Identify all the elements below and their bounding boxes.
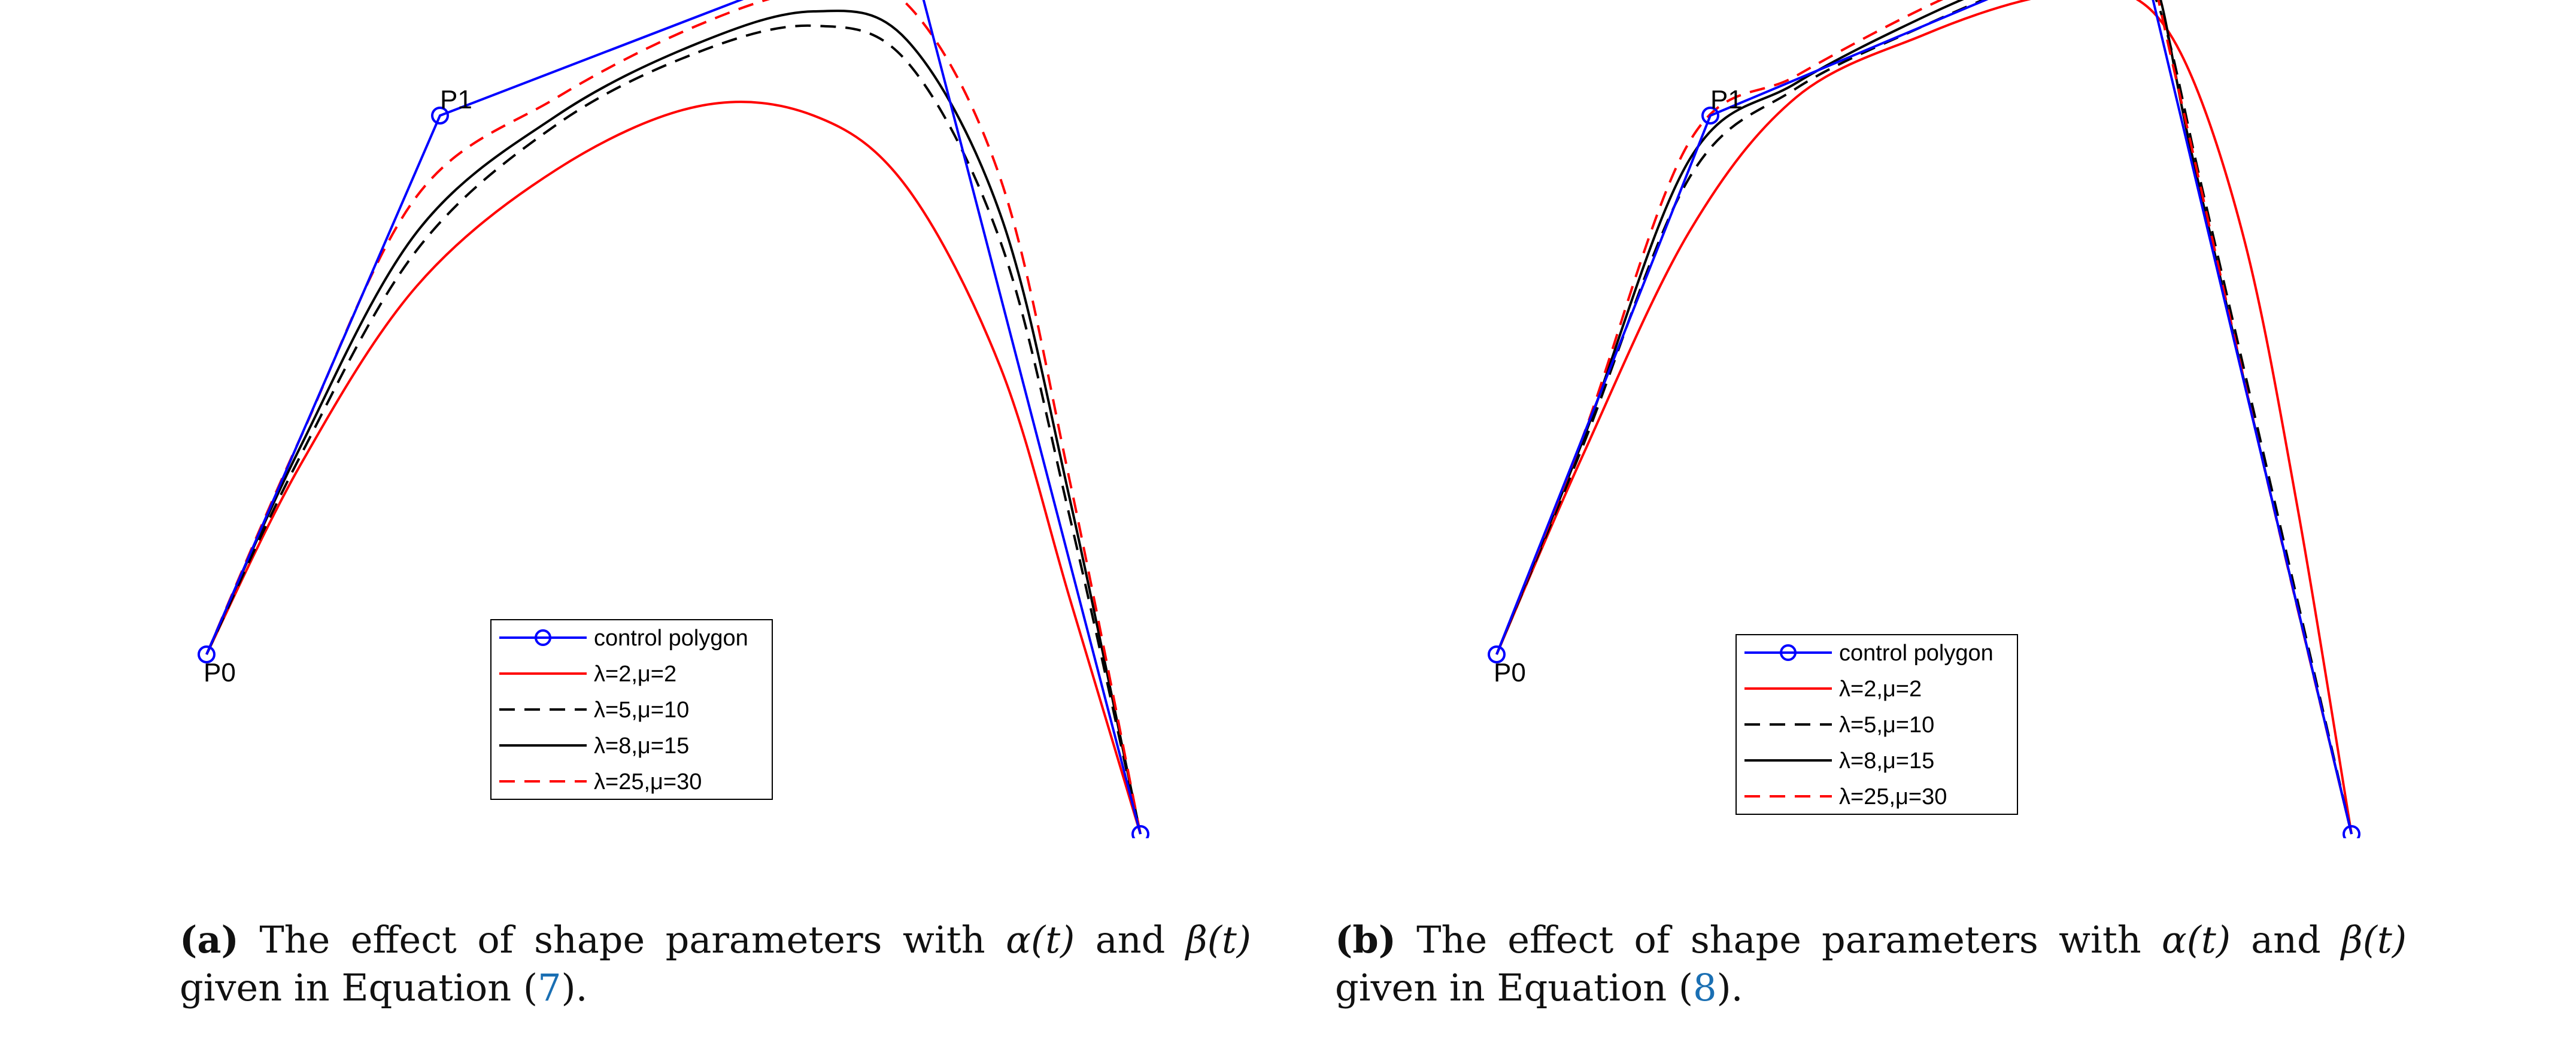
legend-marker [1780,644,1797,661]
legend-marker [535,629,551,646]
control-point-label: P0 [204,658,236,687]
control-point-label: P1 [440,85,472,114]
caption-a-beta: β(t) [1185,918,1251,962]
control-polygon-a [205,0,1142,835]
caption-b-equation-ref[interactable]: 8 [1693,966,1717,1009]
control-point-marker [1701,107,1719,125]
control-point-marker [431,107,449,125]
chart-a: P0P1P2P3control polygonλ=2,μ=2λ=5,μ=10λ=… [198,0,1173,838]
caption-a-equation-ref[interactable]: 7 [538,966,562,1009]
caption-b-text-3: given in Equation ( [1335,966,1694,1009]
curve-b-1 [1495,0,2353,835]
chart-b: P0P1P2P3control polygonλ=2,μ=2λ=5,μ=10λ=… [1488,0,2384,838]
caption-b: (b) The effect of shape parameters with … [1335,916,2407,1012]
caption-b-text-2: and [2231,918,2341,962]
legend-a: control polygon λ=2,μ=2 λ=5,μ=10 λ=8,μ=15 λ=… [490,619,773,800]
legend-label: λ=5,μ=10 [1839,712,1934,738]
legend-label: λ=8,μ=15 [1839,748,1934,774]
caption-a-text-3: given in Equation ( [180,966,538,1009]
curve-a-1 [205,101,1142,835]
caption-a-text-4: ). [561,966,588,1009]
caption-a-text-1: The effect of shape parameters with [238,918,1006,962]
figure-panel-a: P0P1P2P3control polygonλ=2,μ=2λ=5,μ=10λ=… [0,0,1281,1043]
legend-label: λ=2,μ=2 [1839,677,1922,702]
control-point-marker [198,645,216,663]
legend-label: control polygon [594,626,748,651]
legend-label: λ=25,μ=30 [1839,784,1947,809]
curve-a-2 [205,24,1142,835]
curve-a-4 [205,0,1142,835]
control-point-marker [1488,645,1506,663]
legend-b: control polygon λ=2,μ=2 λ=5,μ=10 λ=8,μ=15 λ=… [1735,634,2018,815]
legend-label: control polygon [1839,641,1994,666]
control-point-marker [2343,825,2360,838]
legend-label: λ=25,μ=30 [594,769,702,795]
caption-b-label: (b) [1335,918,1397,962]
caption-b-beta: β(t) [2341,918,2407,962]
curve-a-3 [205,10,1142,835]
legend-label: λ=8,μ=15 [594,733,689,759]
control-polygon-b [1495,0,2353,835]
control-point-label: P1 [1710,85,1743,114]
legend-label: λ=2,μ=2 [594,662,676,687]
control-point-marker [1131,825,1149,838]
figure-panel-b: P0P1P2P3control polygonλ=2,μ=2λ=5,μ=10λ=… [1281,0,2562,1043]
caption-a-alpha: α(t) [1006,918,1075,962]
caption-b-alpha: α(t) [2161,918,2231,962]
control-point-label: P0 [1494,658,1526,687]
caption-a: (a) The effect of shape parameters with … [180,916,1251,1012]
caption-b-text-1: The effect of shape parameters with [1396,918,2162,962]
caption-a-label: (a) [180,918,239,962]
legend-label: λ=5,μ=10 [594,698,689,723]
caption-b-text-4: ). [1716,966,1743,1009]
caption-a-text-2: and [1075,918,1186,962]
